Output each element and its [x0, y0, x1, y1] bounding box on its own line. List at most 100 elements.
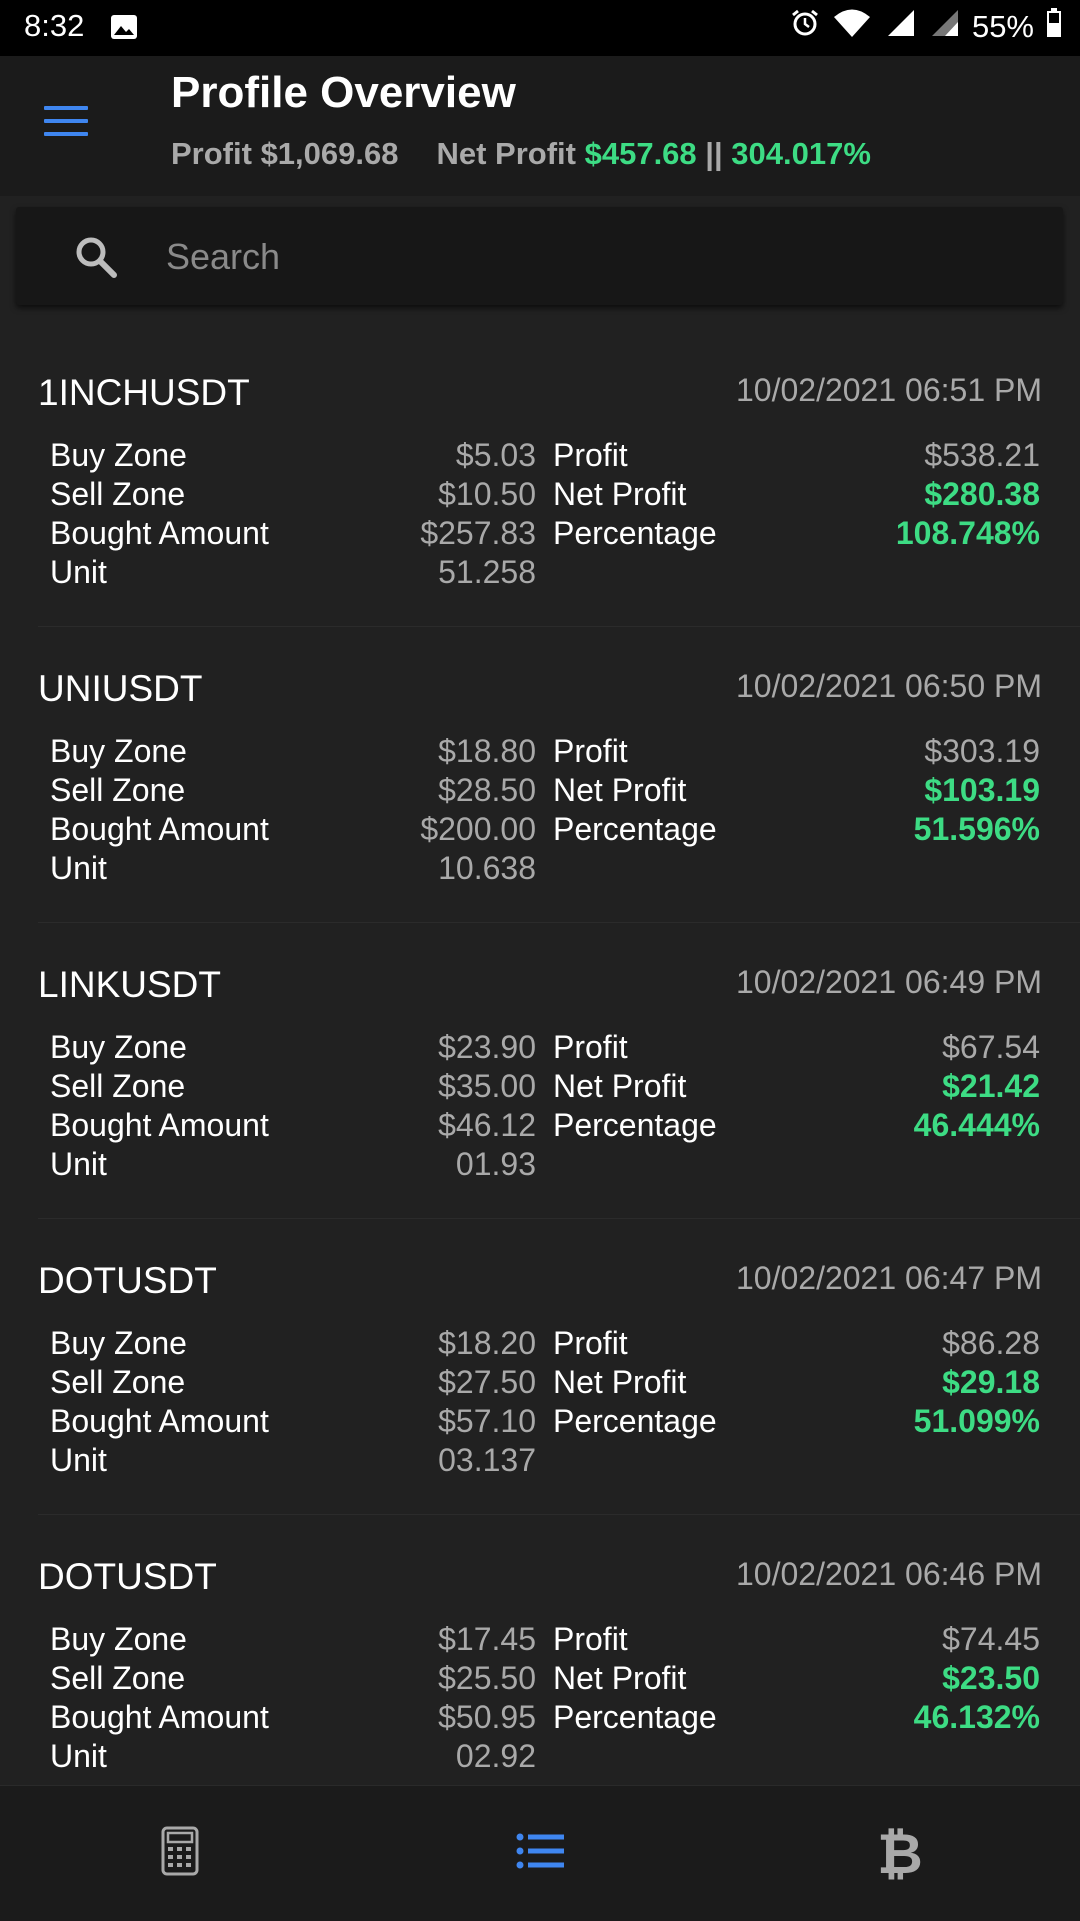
profit-summary: Profit $1,069.68 Net Profit $457.68 || 30…	[171, 136, 871, 172]
list-tab[interactable]	[360, 1786, 720, 1921]
net-profit-value: $29.18	[942, 1364, 1040, 1400]
list-icon[interactable]	[516, 1833, 564, 1874]
bottom-navigation: ₿	[0, 1785, 1080, 1921]
trade-date: 10/02/2021 06:51 PM	[735, 372, 1042, 408]
sell-zone-value: $28.50	[438, 772, 536, 808]
bought-amount-label: Bought Amount	[50, 515, 269, 551]
battery-icon	[1046, 8, 1062, 46]
bitcoin-icon[interactable]: ₿	[877, 1822, 923, 1885]
trade-row: Buy Zone $17.45 Profit $74.45	[50, 1621, 1040, 1660]
signal-icon-secondary	[928, 8, 960, 46]
sell-zone-value: $35.00	[438, 1068, 536, 1104]
trade-card[interactable]: LINKUSDT 10/02/2021 06:49 PM Buy Zone $2…	[38, 922, 1080, 1219]
unit-value: 03.137	[438, 1442, 536, 1478]
profit-value: $74.45	[942, 1621, 1040, 1657]
buy-zone-value: $18.80	[438, 733, 536, 769]
unit-label: Unit	[50, 1442, 107, 1478]
status-time: 8:32	[24, 8, 85, 43]
search-bar[interactable]	[16, 207, 1063, 305]
trade-row: Bought Amount $200.00 Percentage 51.596%	[50, 811, 1040, 850]
profit-label: Profit	[553, 733, 628, 769]
buy-zone-value: $17.45	[438, 1621, 536, 1657]
trade-card[interactable]: DOTUSDT 10/02/2021 06:46 PM Buy Zone $17…	[38, 1514, 1080, 1785]
profit-label: Profit	[553, 1325, 628, 1361]
bought-amount-label: Bought Amount	[50, 811, 269, 847]
buy-zone-label: Buy Zone	[50, 1325, 187, 1361]
percentage-label: Percentage	[553, 1107, 717, 1143]
net-profit-label: Net Profit	[553, 1660, 687, 1696]
buy-zone-label: Buy Zone	[50, 437, 187, 473]
sell-zone-label: Sell Zone	[50, 476, 186, 512]
bought-amount-value: $46.12	[438, 1107, 536, 1143]
trade-row: Unit 03.137	[50, 1442, 1040, 1481]
net-profit-value: $21.42	[942, 1068, 1040, 1104]
unit-label: Unit	[50, 554, 107, 590]
bought-amount-label: Bought Amount	[50, 1699, 269, 1735]
percentage-label: Percentage	[553, 1403, 717, 1439]
profit-value: $86.28	[942, 1325, 1040, 1361]
bought-amount-value: $50.95	[438, 1699, 536, 1735]
sell-zone-value: $25.50	[438, 1660, 536, 1696]
page-title: Profile Overview	[171, 68, 516, 117]
summary-separator: ||	[705, 136, 723, 171]
trade-symbol: LINKUSDT	[38, 964, 221, 1005]
sell-zone-label: Sell Zone	[50, 772, 186, 808]
buy-zone-value: $23.90	[438, 1029, 536, 1065]
profit-label: Profit	[553, 437, 628, 473]
unit-value: 01.93	[455, 1146, 536, 1182]
bought-amount-value: $257.83	[420, 515, 536, 551]
trade-symbol: DOTUSDT	[38, 1260, 217, 1301]
trade-row: Buy Zone $18.80 Profit $303.19	[50, 733, 1040, 772]
total-percentage: 304.017%	[731, 136, 871, 171]
bought-amount-value: $200.00	[420, 811, 536, 847]
hamburger-menu-icon[interactable]	[44, 106, 88, 142]
trade-symbol: UNIUSDT	[38, 668, 203, 709]
calculator-icon[interactable]	[161, 1826, 199, 1881]
percentage-value: 46.132%	[913, 1699, 1040, 1735]
trade-list[interactable]: 1INCHUSDT 10/02/2021 06:51 PM Buy Zone $…	[0, 330, 1080, 1785]
trade-card[interactable]: UNIUSDT 10/02/2021 06:50 PM Buy Zone $18…	[38, 626, 1080, 923]
bought-amount-label: Bought Amount	[50, 1107, 269, 1143]
percentage-value: 46.444%	[913, 1107, 1040, 1143]
trade-card[interactable]: DOTUSDT 10/02/2021 06:47 PM Buy Zone $18…	[38, 1218, 1080, 1515]
total-profit-value: $1,069.68	[260, 136, 399, 171]
sell-zone-label: Sell Zone	[50, 1660, 186, 1696]
trade-row: Buy Zone $5.03 Profit $538.21	[50, 437, 1040, 476]
percentage-label: Percentage	[553, 515, 717, 551]
unit-value: 10.638	[438, 850, 536, 886]
sell-zone-label: Sell Zone	[50, 1364, 186, 1400]
net-profit-label: Net Profit	[553, 476, 687, 512]
profit-value: $538.21	[924, 437, 1040, 473]
trade-row: Unit 01.93	[50, 1146, 1040, 1185]
trade-row: Sell Zone $25.50 Net Profit $23.50	[50, 1660, 1040, 1699]
net-profit-value: $23.50	[942, 1660, 1040, 1696]
buy-zone-label: Buy Zone	[50, 1029, 187, 1065]
buy-zone-label: Buy Zone	[50, 733, 187, 769]
unit-value: 51.258	[438, 554, 536, 590]
search-input[interactable]	[164, 229, 1028, 285]
alarm-icon	[790, 8, 820, 46]
bought-amount-label: Bought Amount	[50, 1403, 269, 1439]
trade-row: Sell Zone $28.50 Net Profit $103.19	[50, 772, 1040, 811]
percentage-label: Percentage	[553, 811, 717, 847]
trade-row: Sell Zone $27.50 Net Profit $29.18	[50, 1364, 1040, 1403]
net-profit-label: Net Profit	[553, 772, 687, 808]
total-net-profit-label: Net Profit	[436, 136, 576, 171]
trade-date: 10/02/2021 06:46 PM	[735, 1556, 1042, 1592]
trade-date: 10/02/2021 06:47 PM	[735, 1260, 1042, 1296]
profit-label: Profit	[553, 1621, 628, 1657]
profit-label: Profit	[553, 1029, 628, 1065]
trade-date: 10/02/2021 06:50 PM	[735, 668, 1042, 704]
trade-date: 10/02/2021 06:49 PM	[735, 964, 1042, 1000]
search-icon[interactable]	[74, 235, 118, 284]
trade-row: Sell Zone $35.00 Net Profit $21.42	[50, 1068, 1040, 1107]
unit-label: Unit	[50, 1146, 107, 1182]
bitcoin-tab[interactable]: ₿	[720, 1786, 1080, 1921]
sell-zone-value: $10.50	[438, 476, 536, 512]
trade-card[interactable]: 1INCHUSDT 10/02/2021 06:51 PM Buy Zone $…	[38, 330, 1080, 627]
calculator-tab[interactable]	[0, 1786, 360, 1921]
trade-symbol: DOTUSDT	[38, 1556, 217, 1597]
sell-zone-label: Sell Zone	[50, 1068, 186, 1104]
unit-value: 02.92	[455, 1738, 536, 1774]
trade-row: Bought Amount $257.83 Percentage 108.748…	[50, 515, 1040, 554]
